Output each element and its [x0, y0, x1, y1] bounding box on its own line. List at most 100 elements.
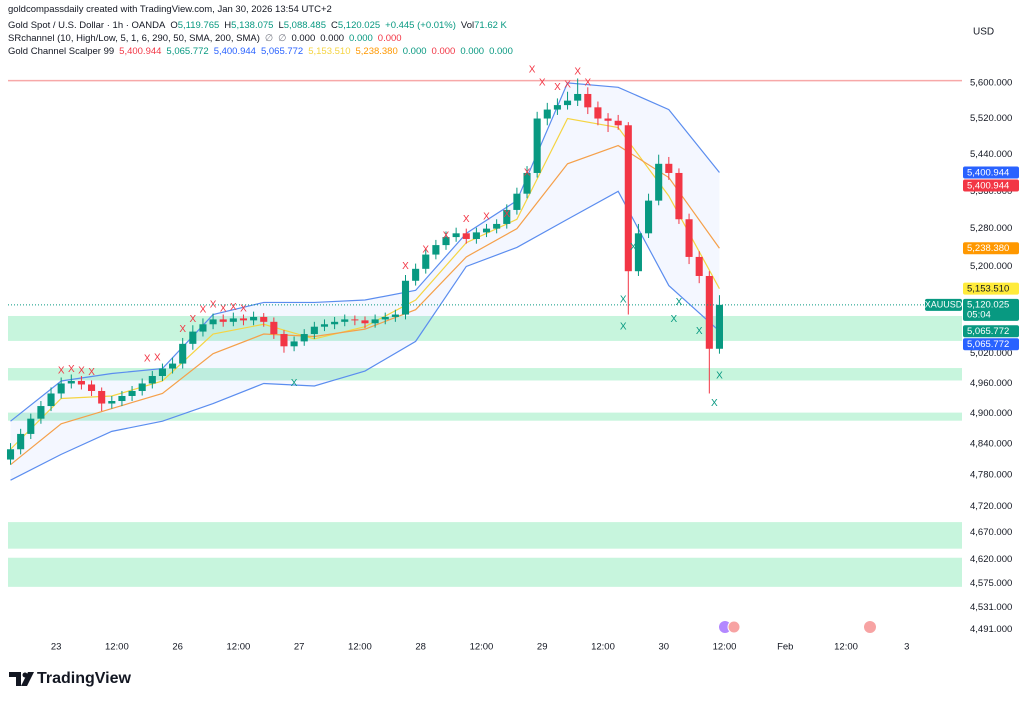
candle-body [533, 118, 541, 173]
candle-body [351, 319, 359, 321]
x-tick-label: 26 [172, 642, 183, 653]
candle-body [563, 100, 572, 106]
legend-line: Gold Spot / U.S. Dollar · 1h · OANDA O5,1… [8, 20, 512, 31]
candle-body [199, 324, 207, 332]
signal-marker: X [716, 371, 723, 382]
signal-marker: X [144, 353, 151, 364]
candle-body [371, 319, 379, 324]
legend-line: Gold Channel Scalper 99 5,400.944 5,065.77… [8, 46, 518, 57]
x-tick-label: 23 [51, 642, 62, 653]
legend-text: 0.000 [291, 33, 316, 44]
x-tick-label: 3 [904, 642, 909, 653]
candle-body [270, 321, 278, 335]
candle-body [280, 334, 288, 347]
price-tag [963, 325, 1019, 338]
candle-body [655, 163, 663, 201]
legend-line: SRchannel (10, High/Low, 5, 1, 6, 290, 5… [8, 33, 407, 44]
legend-text: C [331, 20, 338, 31]
signal-marker: X [422, 244, 429, 255]
event-icon [864, 621, 876, 633]
candle-body [128, 390, 136, 396]
price-tag-text: 5,065.772 [967, 326, 1009, 337]
signal-marker: X [88, 367, 95, 378]
signal-marker: X [240, 303, 247, 314]
signal-marker: X [443, 230, 450, 241]
band-fill [10, 82, 720, 481]
legend-text: 5,400.944 [213, 46, 256, 57]
zone [8, 315, 962, 341]
symbol-tag-text: XAUUSD [925, 300, 963, 310]
candle-body [594, 107, 602, 119]
logo-part [21, 672, 34, 686]
candle-body [553, 105, 561, 110]
indicator-line [10, 82, 720, 422]
signal-marker: X [524, 168, 531, 179]
x-tick-label: 30 [658, 642, 669, 653]
signal-marker: X [671, 314, 678, 325]
legend-text: 0.000 [377, 33, 402, 44]
logo-part [9, 672, 21, 686]
legend-text: 5,400.944 [119, 46, 162, 57]
x-tick-label: 29 [537, 642, 548, 653]
signal-marker: X [564, 80, 571, 91]
legend-text: +0.445 (+0.01%) [385, 20, 456, 31]
legend-text: 5,153.510 [308, 46, 351, 57]
candle-body [452, 233, 460, 238]
signal-marker: X [179, 324, 186, 335]
y-tick-label: 4,720.000 [970, 501, 1012, 512]
price-tag [963, 166, 1019, 179]
legend-text: 0.000 [402, 46, 427, 57]
countdown-text: 05:04 [967, 309, 991, 320]
y-tick-label: 5,440.000 [970, 149, 1012, 160]
last-price-tag [963, 298, 1019, 321]
legend-text: Gold Spot / U.S. Dollar · 1h · OANDA [8, 20, 166, 31]
candle-body [665, 163, 673, 173]
y-tick-label: 4,531.000 [970, 602, 1012, 613]
legend-text: ∅ [264, 33, 274, 44]
x-tick-label: 27 [294, 642, 305, 653]
signal-marker: X [711, 398, 718, 409]
candle-body [138, 383, 146, 391]
price-tag [963, 338, 1019, 351]
legend-text: 0.000 [489, 46, 513, 57]
candle-body [189, 331, 197, 344]
y-tick-label: 5,280.000 [970, 223, 1012, 234]
candle-body [685, 219, 693, 257]
y-tick-label: 5,600.000 [970, 77, 1012, 88]
signal-marker: X [189, 314, 196, 325]
signal-marker: X [463, 214, 470, 225]
x-tick-label: 12:00 [105, 642, 129, 653]
candle-body [300, 334, 308, 342]
legend-text: 5,238.380 [355, 46, 398, 57]
candle-body [645, 200, 653, 234]
brand: TradingView [37, 670, 132, 687]
indicator-line [10, 190, 720, 481]
candle-body [6, 449, 15, 460]
signal-marker: X [402, 261, 409, 272]
candle-body [584, 93, 592, 108]
legend-text: 5,065.772 [260, 46, 304, 57]
signal-marker: X [154, 352, 161, 363]
signal-marker: X [200, 304, 207, 315]
legend-text: 0.000 [320, 33, 345, 44]
candle-body [705, 275, 713, 349]
candle-body [331, 321, 339, 325]
zone [8, 557, 962, 587]
candle-body [98, 390, 106, 404]
legend-text: 5,120.025 [337, 20, 381, 31]
legend-text: L [278, 20, 284, 31]
candle-body [57, 383, 65, 394]
candle-body [229, 318, 237, 322]
candle-body [118, 395, 126, 402]
y-tick-label: 4,620.000 [970, 554, 1012, 565]
legend-text: Gold Channel Scalper 99 [8, 46, 115, 57]
x-tick-label: 28 [415, 642, 426, 653]
candle-body [67, 380, 75, 384]
last-price-text: 5,120.025 [967, 299, 1009, 310]
legend-text: 0.000 [349, 33, 373, 44]
candle-body [179, 343, 187, 364]
candle-body [442, 237, 450, 246]
signal-marker: X [574, 66, 581, 77]
